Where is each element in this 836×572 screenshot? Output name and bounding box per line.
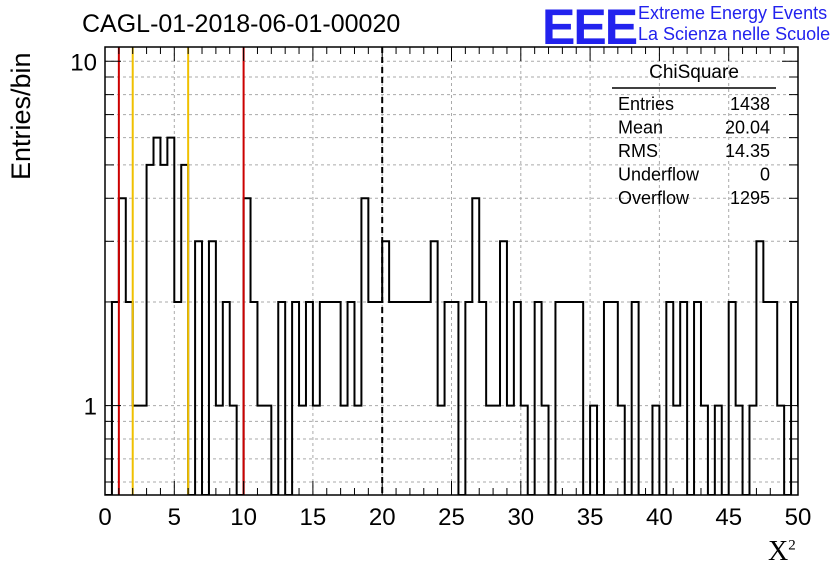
stats-value: 1295 <box>730 188 770 208</box>
x-tick-label: 25 <box>438 504 465 531</box>
logo-line-2: La Scienza nelle Scuole <box>638 24 831 44</box>
x-tick-label: 40 <box>646 504 673 531</box>
x-tick-label: 50 <box>785 504 812 531</box>
x-tick-label: 0 <box>98 504 111 531</box>
logo-mark: EEE <box>542 0 638 55</box>
x-tick-label: 5 <box>168 504 181 531</box>
stats-value: 14.35 <box>725 141 770 161</box>
x-axis-label-sup: 2 <box>788 537 796 554</box>
x-tick-label: 30 <box>507 504 534 531</box>
histogram <box>105 136 798 495</box>
chart-title: CAGL-01-2018-06-01-00020 <box>82 10 401 38</box>
x-tick-label: 35 <box>577 504 604 531</box>
stats-label: Underflow <box>618 165 700 185</box>
stats-value: 1438 <box>730 94 770 114</box>
x-axis-label: X2 <box>768 536 796 568</box>
ticks: 0 5 10 15 20 25 30 35 40 45 50 1 10 <box>70 47 811 531</box>
stats-label: Entries <box>618 94 674 114</box>
stats-value: 0 <box>760 165 770 185</box>
y-tick-label: 10 <box>70 49 97 76</box>
stats-label: Mean <box>618 118 663 138</box>
stats-label: Overflow <box>618 188 690 208</box>
x-tick-label: 45 <box>715 504 742 531</box>
stats-title: ChiSquare <box>649 62 739 83</box>
x-tick-label: 20 <box>369 504 396 531</box>
marks <box>105 47 798 495</box>
x-tick-label: 10 <box>230 504 257 531</box>
stats-box: ChiSquare Entries 1438 Mean 20.04 RMS 14.35 Und… <box>612 62 776 208</box>
x-tick-label: 15 <box>300 504 327 531</box>
y-tick-label: 1 <box>84 394 97 421</box>
logo-line-1: Extreme Energy Events <box>638 3 828 23</box>
stats-value: 20.04 <box>725 118 770 138</box>
stats-label: RMS <box>618 141 658 161</box>
x-axis-label-base: X <box>768 536 789 567</box>
